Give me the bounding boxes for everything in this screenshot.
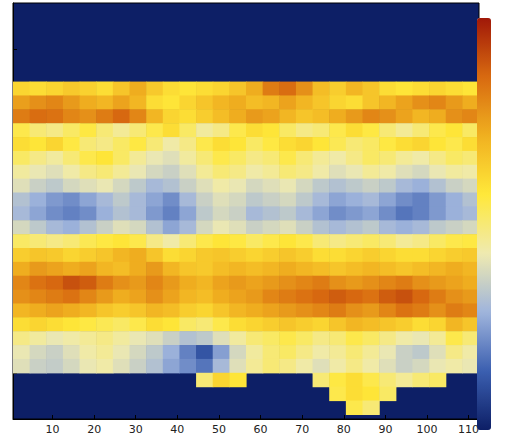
svg-text:80: 80	[337, 423, 351, 436]
svg-text:90: 90	[378, 423, 392, 436]
svg-text:40: 40	[170, 423, 184, 436]
svg-text:110: 110	[458, 423, 479, 436]
svg-text:100: 100	[416, 423, 437, 436]
svg-text:30: 30	[129, 423, 143, 436]
svg-text:20: 20	[87, 423, 101, 436]
svg-text:70: 70	[295, 423, 309, 436]
svg-text:60: 60	[254, 423, 268, 436]
svg-text:50: 50	[212, 423, 226, 436]
svg-text:10: 10	[46, 423, 60, 436]
